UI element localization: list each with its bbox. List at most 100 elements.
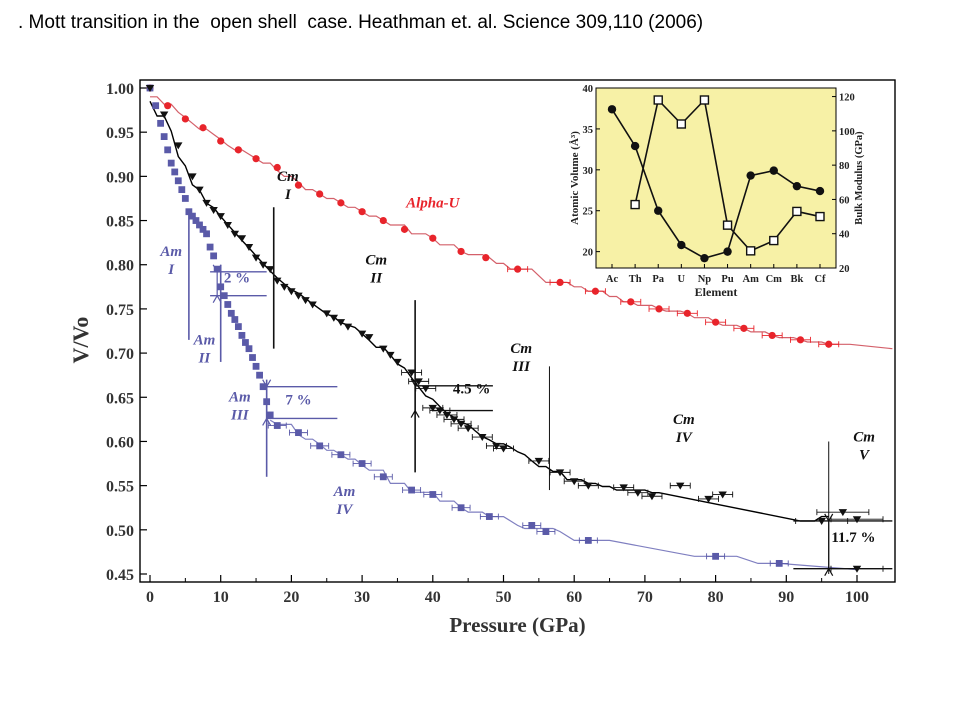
alpha-u-point <box>514 265 522 273</box>
inset-y-tick-label: 25 <box>583 207 594 218</box>
cm-point <box>619 484 628 492</box>
cm-point <box>265 266 275 274</box>
am-point <box>584 537 592 544</box>
bulk-modulus-point <box>745 246 756 256</box>
atomic-volume-point <box>723 247 732 256</box>
inset-y2-axis-label: Bulk Modulus (GPa) <box>854 131 865 225</box>
cm-point <box>492 442 501 450</box>
inset-x-tick-label: Cm <box>766 274 783 285</box>
cm-point <box>195 186 204 194</box>
alpha-u-label: Alpha-U <box>405 195 461 211</box>
percent-label: 4.5 % <box>453 382 491 398</box>
percent-arrow-head <box>824 513 834 523</box>
phase-label-numeral: V <box>859 447 871 463</box>
alpha-u-point <box>683 309 691 317</box>
am-point <box>238 332 246 339</box>
am-point <box>245 345 253 353</box>
cm-point <box>647 493 657 501</box>
cm-point <box>499 445 508 453</box>
phase-label-numeral: IV <box>675 430 694 446</box>
cm-point <box>704 495 713 503</box>
atomic-volume-point <box>792 181 802 191</box>
x-tick-label: 10 <box>213 589 229 606</box>
cm-point <box>456 420 466 428</box>
am-point <box>259 383 267 391</box>
bulk-modulus-point <box>722 220 733 230</box>
am-point <box>189 212 196 220</box>
cm-point <box>308 301 317 309</box>
alpha-u-point <box>294 181 303 189</box>
cm-point <box>223 221 232 229</box>
alpha-u-point <box>358 208 366 216</box>
y-tick-label: 0.50 <box>106 523 134 540</box>
phase-label: Cm <box>277 169 299 185</box>
bulk-modulus-point <box>769 235 779 246</box>
cm-point <box>188 173 197 181</box>
am-point <box>160 133 168 140</box>
cm-point <box>273 277 282 285</box>
cm-point <box>555 469 565 477</box>
alpha-u-point <box>217 137 225 145</box>
inset-y-tick-label: 40 <box>583 84 594 95</box>
y-tick-label: 0.80 <box>106 258 134 275</box>
phase-label: Cm <box>365 253 387 269</box>
x-tick-label: 20 <box>283 589 299 606</box>
phase-label-numeral: II <box>369 271 383 287</box>
alpha-u-point <box>482 254 490 262</box>
bulk-modulus-point <box>815 211 825 222</box>
bulk-modulus-point <box>699 95 710 105</box>
x-tick-label: 100 <box>845 589 869 606</box>
inset-y2-tick-label: 120 <box>839 93 855 104</box>
cm-point <box>534 457 544 465</box>
phase-label: Cm <box>510 341 532 357</box>
bulk-modulus-point <box>630 199 640 210</box>
cm-point <box>584 482 593 490</box>
x-axis-label: Pressure (GPa) <box>449 613 585 637</box>
atomic-volume-point <box>654 206 663 215</box>
inset-y2-tick-label: 60 <box>839 195 850 206</box>
percent-arrow-head <box>262 417 272 426</box>
cm-point <box>386 351 395 359</box>
cm-point <box>244 244 254 252</box>
x-tick-label: 30 <box>354 589 370 606</box>
phase-label-numeral: I <box>167 262 175 278</box>
cm-point <box>449 416 459 424</box>
am-point <box>712 552 719 560</box>
inset-x-tick-label: Pa <box>652 274 664 285</box>
am-point <box>206 243 214 251</box>
cm-point <box>159 111 169 119</box>
cm-point <box>379 345 388 353</box>
inset-y-tick-label: 35 <box>583 125 594 136</box>
am-point <box>203 230 210 238</box>
percent-label: 7 % <box>285 392 311 408</box>
atomic-volume-point <box>769 166 778 175</box>
am-point <box>234 323 242 330</box>
alpha-u-point <box>164 102 172 110</box>
cm-point <box>258 261 268 269</box>
y-tick-label: 0.85 <box>106 214 134 231</box>
inset-x-tick-label: Ac <box>606 274 619 285</box>
alpha-u-point <box>627 298 635 306</box>
cm-point <box>280 283 289 291</box>
atomic-volume-point <box>630 141 640 151</box>
am-point <box>316 442 324 450</box>
x-tick-label: 50 <box>496 589 512 606</box>
percent-arrow-head <box>212 264 222 274</box>
percent-arrow-head <box>824 567 834 576</box>
alpha-u-point <box>234 146 242 154</box>
y-tick-label: 0.95 <box>106 125 134 142</box>
alpha-u-point <box>712 318 720 326</box>
am-point <box>171 168 179 176</box>
cm-point <box>209 206 218 214</box>
alpha-u-point <box>337 199 345 207</box>
inset-x-tick-label: Th <box>629 274 642 285</box>
phase-label: Am <box>159 244 182 260</box>
main-chart: 0 10 20 30 40 50 60 70 80 90 100 0.45 0.50 0.55 0.60 0.… <box>68 79 896 637</box>
am-fit-curve <box>269 419 858 571</box>
cm-point <box>364 334 374 342</box>
am-point <box>337 451 345 459</box>
atomic-volume-line <box>611 108 821 260</box>
am-point <box>408 486 415 494</box>
am-point <box>775 559 783 567</box>
alpha-u-fit-curve <box>150 96 893 350</box>
